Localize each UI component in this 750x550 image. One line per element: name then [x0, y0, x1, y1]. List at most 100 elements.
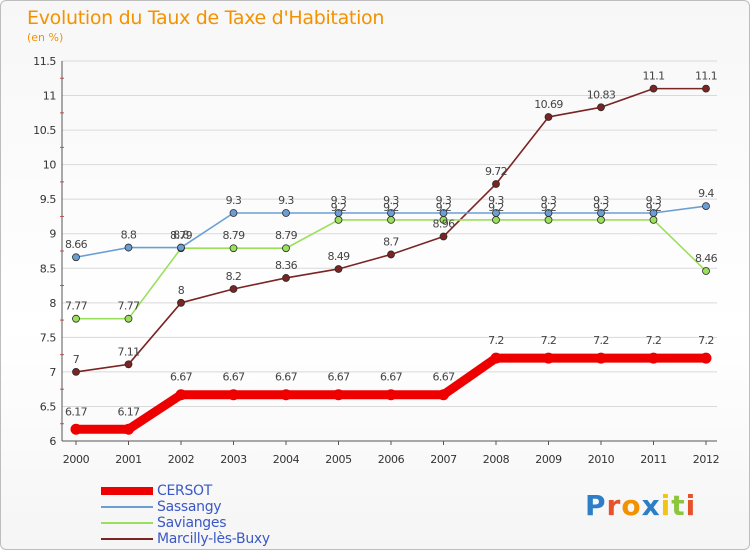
data-point [124, 360, 133, 369]
logo-letter: r [606, 489, 622, 522]
data-point [387, 250, 395, 259]
data-label: 6.67 [275, 371, 298, 384]
data-point [492, 209, 500, 217]
legend-item-savianges[interactable]: Savianges [101, 515, 270, 531]
data-point [649, 216, 658, 224]
data-point [702, 202, 710, 210]
data-label: 9.4 [698, 187, 714, 200]
legend-item-marcilly[interactable]: Marcilly-lès-Buxy [101, 531, 270, 547]
data-point [597, 216, 605, 224]
data-label: 9.3 [436, 194, 452, 207]
x-tick-label: 2001 [115, 453, 141, 466]
data-point [387, 209, 395, 217]
data-point [177, 243, 185, 252]
data-label: 9.72 [485, 165, 507, 178]
data-point [544, 216, 553, 224]
x-tick-label: 2011 [640, 453, 666, 466]
data-label: 9.3 [383, 194, 399, 207]
data-label: 6.67 [432, 371, 455, 384]
data-point [597, 103, 605, 112]
data-point [700, 352, 712, 364]
x-tick-label: 2002 [168, 453, 194, 466]
legend-label-marcilly: Marcilly-lès-Buxy [157, 531, 270, 547]
data-label: 9.2 [383, 201, 399, 214]
data-label: 9.2 [436, 201, 452, 214]
logo-letter: i [660, 489, 672, 522]
y-tick-label: 8 [49, 297, 56, 310]
data-label: 7.11 [117, 345, 139, 358]
data-label: 9.2 [593, 201, 609, 214]
data-label: 10.83 [587, 88, 616, 101]
x-tick-label: 2006 [378, 453, 405, 466]
data-point [175, 389, 187, 401]
y-tick-label: 11.5 [33, 55, 56, 68]
data-label: 7.77 [117, 300, 140, 313]
data-label: 7 [73, 353, 80, 366]
data-label: 11.1 [695, 70, 717, 83]
x-tick-label: 2004 [273, 453, 300, 466]
data-point [229, 209, 238, 217]
x-tick-label: 2010 [588, 453, 615, 466]
legend-swatch-savianges [101, 522, 153, 524]
chart-title: Evolution du Taux de Taxe d'Habitation [27, 7, 385, 29]
data-label: 8.96 [432, 217, 455, 230]
data-label: 7.2 [488, 334, 504, 347]
data-point [702, 267, 710, 275]
data-label: 9.3 [226, 194, 242, 207]
data-label: 8.8 [121, 229, 137, 242]
data-label: 8.2 [226, 270, 242, 283]
data-label: 8.36 [275, 259, 298, 272]
data-label: 9.3 [541, 194, 557, 207]
data-point [228, 389, 239, 401]
data-point [282, 209, 290, 217]
data-point [334, 216, 343, 224]
data-point [543, 352, 554, 364]
x-tick-label: 2007 [430, 453, 457, 466]
y-tick-label: 10 [43, 159, 57, 172]
logo-letter: o [621, 489, 642, 522]
x-tick-label: 2000 [63, 453, 90, 466]
y-tick-label: 7.5 [40, 331, 57, 344]
data-label: 9.3 [593, 194, 609, 207]
legend-item-sassangy[interactable]: Sassangy [101, 499, 270, 515]
legend-swatch-marcilly [101, 538, 153, 540]
legend-label-savianges: Savianges [157, 515, 227, 531]
data-label: 8.79 [170, 229, 193, 242]
data-label: 9.2 [646, 201, 662, 214]
data-label: 8.79 [275, 229, 298, 242]
legend-swatch-cersot [101, 487, 153, 495]
y-tick-label: 6.5 [40, 400, 57, 413]
data-point [282, 244, 290, 253]
y-tick-label: 8.5 [40, 262, 57, 275]
data-label: 8 [178, 284, 185, 297]
data-label: 9.2 [541, 201, 557, 214]
y-tick-label: 9.5 [40, 193, 57, 206]
data-point [439, 209, 448, 217]
data-label: 6.67 [222, 371, 245, 384]
data-point [70, 423, 82, 435]
data-label: 8.46 [695, 252, 718, 265]
x-tick-label: 2012 [693, 453, 719, 466]
data-point [544, 209, 553, 217]
data-label: 9.2 [488, 201, 504, 214]
data-label: 7.2 [541, 334, 557, 347]
y-tick-label: 9 [49, 228, 56, 241]
data-label: 8.79 [222, 229, 245, 242]
data-point [72, 368, 80, 376]
data-point [72, 253, 80, 262]
data-point [333, 389, 344, 401]
unit-label: (en %) [27, 31, 64, 44]
y-tick-label: 7 [49, 366, 56, 379]
data-point [124, 243, 133, 252]
y-tick-label: 11 [43, 90, 56, 103]
x-tick-label: 2003 [220, 453, 247, 466]
data-point [439, 232, 448, 241]
data-point [177, 298, 185, 307]
data-point [492, 180, 500, 188]
legend-item-cersot[interactable]: CERSOT [101, 483, 270, 499]
data-label: 7.77 [65, 300, 88, 313]
data-label: 8.8 [173, 229, 189, 242]
series-layer [70, 84, 712, 435]
data-label: 6.17 [65, 405, 88, 418]
